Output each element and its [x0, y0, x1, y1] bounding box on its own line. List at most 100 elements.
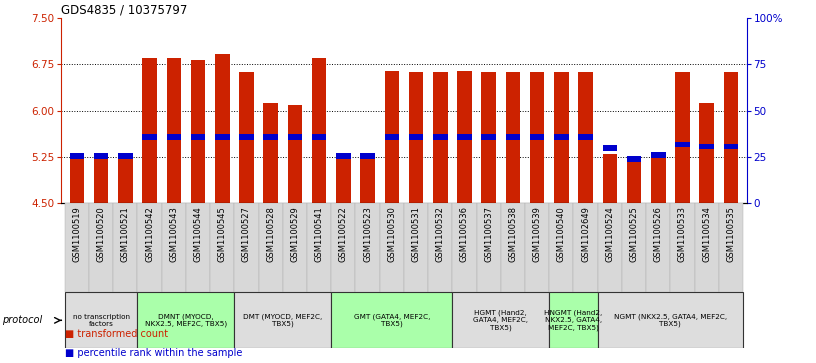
Bar	[452, 203, 477, 292]
Bar	[574, 203, 597, 292]
Text: GSM1100545: GSM1100545	[218, 206, 227, 262]
Text: GSM1100531: GSM1100531	[411, 206, 420, 262]
Bar	[191, 134, 206, 140]
Bar	[409, 73, 424, 203]
Bar	[94, 153, 109, 203]
Bar	[288, 134, 302, 140]
Bar	[64, 203, 89, 292]
Bar	[113, 203, 137, 292]
Bar	[506, 134, 520, 140]
Text: GSM1100526: GSM1100526	[654, 206, 663, 262]
Text: ■ transformed count: ■ transformed count	[65, 329, 168, 339]
Bar	[331, 203, 356, 292]
Text: GDS4835 / 10375797: GDS4835 / 10375797	[61, 4, 188, 17]
Text: GSM1100544: GSM1100544	[193, 206, 202, 262]
Bar	[433, 134, 447, 140]
Bar	[264, 134, 278, 140]
Bar	[118, 153, 133, 203]
Bar	[307, 203, 331, 292]
Bar	[597, 292, 743, 348]
Bar	[69, 155, 84, 203]
Text: NGMT (NKX2.5, GATA4, MEF2C,
TBX5): NGMT (NKX2.5, GATA4, MEF2C, TBX5)	[614, 313, 727, 327]
Bar	[259, 203, 283, 292]
Text: GSM1100533: GSM1100533	[678, 206, 687, 262]
Bar	[699, 144, 714, 149]
Text: DMNT (MYOCD,
NKX2.5, MEF2C, TBX5): DMNT (MYOCD, NKX2.5, MEF2C, TBX5)	[145, 313, 227, 327]
Text: GSM1100540: GSM1100540	[557, 206, 565, 262]
Text: GSM1100523: GSM1100523	[363, 206, 372, 262]
Bar	[554, 73, 569, 203]
Bar	[506, 73, 520, 203]
Bar	[530, 134, 544, 140]
Bar	[142, 134, 157, 140]
Bar	[481, 72, 496, 203]
Bar	[137, 203, 162, 292]
Bar	[646, 203, 671, 292]
Bar	[288, 105, 302, 203]
Bar	[118, 153, 133, 159]
Bar	[549, 203, 574, 292]
Bar	[671, 203, 694, 292]
Bar	[525, 203, 549, 292]
Text: GSM1100534: GSM1100534	[703, 206, 712, 262]
Bar	[142, 58, 157, 203]
Bar	[361, 155, 375, 203]
Text: GSM1100539: GSM1100539	[533, 206, 542, 262]
Bar	[234, 203, 259, 292]
Text: GSM1100525: GSM1100525	[629, 206, 638, 262]
Text: DMT (MYOCD, MEF2C,
TBX5): DMT (MYOCD, MEF2C, TBX5)	[243, 313, 322, 327]
Bar	[361, 153, 375, 159]
Bar	[627, 159, 641, 203]
Bar	[186, 203, 211, 292]
Text: GMT (GATA4, MEF2C,
TBX5): GMT (GATA4, MEF2C, TBX5)	[353, 313, 430, 327]
Bar	[336, 153, 351, 159]
Bar	[530, 73, 544, 203]
Text: GSM1100536: GSM1100536	[460, 206, 469, 262]
Bar	[404, 203, 428, 292]
Bar	[457, 134, 472, 140]
Bar	[602, 154, 617, 203]
Bar	[409, 134, 424, 140]
Text: GSM1100527: GSM1100527	[242, 206, 251, 262]
Text: GSM1100524: GSM1100524	[605, 206, 614, 262]
Text: GSM1100535: GSM1100535	[726, 206, 735, 262]
Bar	[549, 292, 597, 348]
Bar	[94, 153, 109, 159]
Bar	[675, 73, 690, 203]
Bar	[239, 72, 254, 203]
Bar	[477, 203, 501, 292]
Text: GSM1100537: GSM1100537	[484, 206, 493, 262]
Text: GSM1100532: GSM1100532	[436, 206, 445, 262]
Bar	[602, 145, 617, 151]
Text: GSM1100541: GSM1100541	[315, 206, 324, 262]
Bar	[433, 73, 447, 203]
Bar	[699, 103, 714, 203]
Bar	[384, 134, 399, 140]
Bar	[724, 144, 738, 149]
Bar	[452, 292, 549, 348]
Bar	[264, 103, 278, 203]
Bar	[64, 292, 137, 348]
Bar	[312, 58, 326, 203]
Text: GSM1102649: GSM1102649	[581, 206, 590, 262]
Text: ■ percentile rank within the sample: ■ percentile rank within the sample	[65, 347, 242, 358]
Text: GSM1100529: GSM1100529	[290, 206, 299, 262]
Bar	[554, 134, 569, 140]
Bar	[651, 154, 666, 203]
Bar	[675, 142, 690, 147]
Bar	[331, 292, 452, 348]
Bar	[234, 292, 331, 348]
Text: GSM1100538: GSM1100538	[508, 206, 517, 262]
Bar	[457, 70, 472, 203]
Bar	[481, 134, 496, 140]
Text: HGMT (Hand2,
GATA4, MEF2C,
TBX5): HGMT (Hand2, GATA4, MEF2C, TBX5)	[473, 310, 528, 331]
Bar	[694, 203, 719, 292]
Bar	[191, 60, 206, 203]
Bar	[283, 203, 307, 292]
Bar	[651, 152, 666, 158]
Bar	[336, 154, 351, 203]
Bar	[215, 134, 229, 140]
Text: GSM1100522: GSM1100522	[339, 206, 348, 262]
Bar	[166, 58, 181, 203]
Bar	[719, 203, 743, 292]
